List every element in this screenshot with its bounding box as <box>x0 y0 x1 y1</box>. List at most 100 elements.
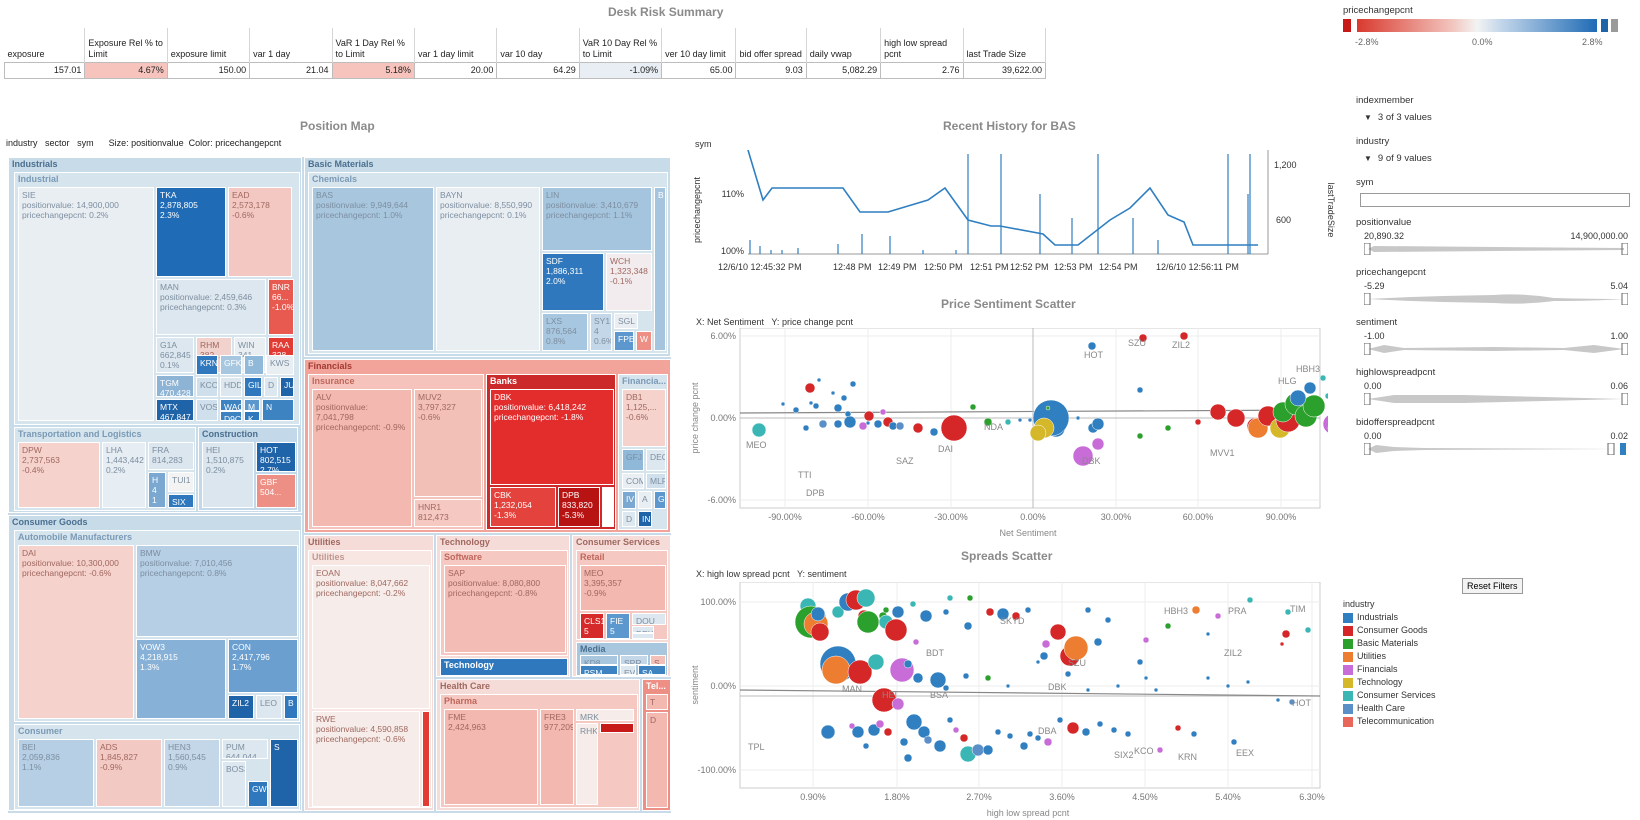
hierarchy-sector[interactable]: sector <box>45 138 70 148</box>
scatter-dot[interactable] <box>1104 616 1112 624</box>
treemap-cell[interactable]: HEN3 1,560,545 0.9% <box>164 739 220 807</box>
scatter-dot[interactable] <box>1064 670 1072 678</box>
scatter-dot[interactable] <box>847 659 873 685</box>
scatter-dot[interactable] <box>903 753 913 763</box>
scatter-dot[interactable] <box>971 743 985 757</box>
treemap-cell[interactable]: SY1 4 0.6% <box>590 313 612 351</box>
treemap-cell[interactable]: DOU <box>632 613 666 625</box>
treemap-cell[interactable]: WAC <box>220 399 242 411</box>
treemap-cell[interactable]: VOS <box>196 399 218 421</box>
treemap-cell[interactable]: MRK <box>576 709 634 721</box>
industry-legend-item[interactable]: Utilities <box>1343 650 1436 663</box>
scatter-dot[interactable] <box>867 653 885 671</box>
treemap-cell[interactable]: DPW 2,737,563 -0.4% <box>18 442 100 508</box>
treemap-cell[interactable]: TGM 470,428 <box>156 375 194 397</box>
scatter-dot[interactable] <box>848 722 856 730</box>
treemap-cell[interactable]: SIX <box>168 494 194 508</box>
treemap-cell[interactable]: TUI1 <box>168 472 194 492</box>
treemap-cell[interactable]: ZIL2 <box>228 695 254 719</box>
treemap-cell[interactable]: ALV positionvalue: 7,041,798 pricechangepc… <box>312 389 412 527</box>
treemap-cell[interactable]: BAS positionvalue: 9,949,644 pricechangepc… <box>312 187 434 351</box>
hierarchy-sym[interactable]: sym <box>77 138 94 148</box>
scatter-dot[interactable] <box>1110 726 1118 734</box>
price-y-field[interactable]: price change pcnt <box>781 317 853 327</box>
industry-legend-item[interactable]: Financials <box>1343 663 1436 676</box>
scatter-dot[interactable] <box>1035 659 1041 665</box>
legend-pos-cap[interactable] <box>1601 19 1608 32</box>
price-sentiment-scatter[interactable]: -90.00% -60.00% -30.00% 0.00% 30.00% 60.00% 90… <box>688 328 1328 540</box>
hierarchy-industry[interactable]: industry <box>6 138 38 148</box>
scatter-dot[interactable] <box>982 744 994 756</box>
scatter-dot[interactable] <box>1225 683 1231 689</box>
scatter-dot[interactable] <box>833 419 843 429</box>
treemap-cell[interactable]: EOAN positionvalue: 8,047,662 pricechangep… <box>312 565 430 709</box>
scatter-dot[interactable] <box>946 594 954 602</box>
treemap-cell[interactable]: K <box>244 411 260 421</box>
treemap-cell[interactable]: SA <box>638 665 666 675</box>
scatter-dot[interactable] <box>1191 605 1201 615</box>
treemap-cell[interactable]: PSM <box>580 665 618 675</box>
treemap-cell[interactable]: G <box>654 491 666 509</box>
scatter-dot[interactable] <box>1289 389 1307 407</box>
scatter-dot[interactable] <box>873 419 883 429</box>
treemap-cell[interactable]: DAI positionvalue: 10,300,000 pricechangep… <box>18 545 134 719</box>
scatter-dot[interactable] <box>751 422 767 438</box>
scatter-dot[interactable] <box>1174 724 1182 732</box>
scatter-dot[interactable] <box>1136 432 1144 440</box>
scatter-dot[interactable] <box>959 733 969 743</box>
scatter-dot[interactable] <box>1288 698 1296 706</box>
scatter-dot[interactable] <box>812 402 820 410</box>
treemap-cell[interactable]: FME 2,424,963 <box>444 709 538 805</box>
treemap-cell[interactable]: JU <box>280 377 294 397</box>
scatter-dot[interactable] <box>899 737 909 747</box>
treemap-cell[interactable]: BOS3 <box>222 761 246 807</box>
treemap-cell[interactable]: CBK 1,232,054 -1.3% <box>490 487 556 527</box>
treemap-cell[interactable]: CLS15-1... <box>580 613 604 639</box>
treemap-cell[interactable]: MTX 467,847 <box>156 399 194 421</box>
spreads-y-field[interactable]: sentiment <box>807 569 847 579</box>
scatter-dot[interactable] <box>1024 606 1032 614</box>
scatter-dot[interactable] <box>963 621 973 631</box>
treemap-cell[interactable]: MEO 3,395,357 -0.9% <box>580 565 666 611</box>
scatter-dot[interactable] <box>1096 720 1104 728</box>
treemap-cell[interactable]: RWE positionvalue: 4,590,858 pricechangepc… <box>312 711 420 807</box>
treemap-cell[interactable]: D <box>646 712 668 808</box>
scatter-dot[interactable] <box>1027 417 1033 423</box>
legend-null-cap[interactable] <box>1611 19 1618 32</box>
treemap-cell[interactable]: SPR <box>620 655 648 665</box>
scatter-dot[interactable] <box>1205 675 1211 681</box>
scatter-dot[interactable] <box>1029 424 1047 442</box>
scatter-dot[interactable] <box>1004 418 1012 426</box>
scatter-dot[interactable] <box>1091 437 1105 451</box>
scatter-dot[interactable] <box>1138 333 1148 343</box>
scatter-dot[interactable] <box>1049 623 1067 641</box>
history-legend[interactable]: sym <box>695 139 712 149</box>
scatter-dot[interactable] <box>1304 626 1312 634</box>
scatter-dot[interactable] <box>821 655 851 685</box>
scatter-dot[interactable] <box>1322 414 1328 434</box>
spreads-scatter[interactable]: 0.90% 1.80% 2.70% 3.60% 4.50% 5.40% 6.30% 100.0… <box>688 582 1328 820</box>
treemap-cell[interactable]: KRN <box>196 355 218 375</box>
scatter-dot[interactable] <box>1136 386 1144 394</box>
scatter-dot[interactable] <box>1284 608 1292 616</box>
scatter-dot[interactable] <box>820 724 836 740</box>
scatter-dot[interactable] <box>1142 636 1150 644</box>
industry-legend-item[interactable]: Health Care <box>1343 702 1436 715</box>
scatter-dot[interactable] <box>1019 741 1029 751</box>
filter-sym-input[interactable] <box>1360 193 1630 207</box>
scatter-dot[interactable] <box>851 725 865 739</box>
treemap-cell[interactable]: SIE positionvalue: 14,900,000 pricechangep… <box>18 187 154 421</box>
scatter-dot[interactable] <box>891 605 905 619</box>
scatter-dot[interactable] <box>933 739 947 753</box>
filter-industry-select[interactable]: ▼ 9 of 9 values <box>1364 153 1432 164</box>
scatter-dot[interactable] <box>1006 732 1014 740</box>
treemap-cell[interactable]: HNR1 812,473 <box>414 499 482 527</box>
treemap-cell[interactable]: G1A 662,845 0.1% <box>156 337 194 373</box>
legend-neg-cap[interactable] <box>1343 19 1351 32</box>
scatter-dot[interactable] <box>863 410 875 422</box>
treemap-cell[interactable]: VOW3 4,218,915 1.3% <box>136 639 226 719</box>
treemap-cell[interactable]: TTK <box>632 633 654 639</box>
treemap-cell[interactable]: RHK <box>576 723 598 805</box>
treemap-cell[interactable]: IN <box>638 511 652 527</box>
industry-legend-item[interactable]: Industrials <box>1343 611 1436 624</box>
